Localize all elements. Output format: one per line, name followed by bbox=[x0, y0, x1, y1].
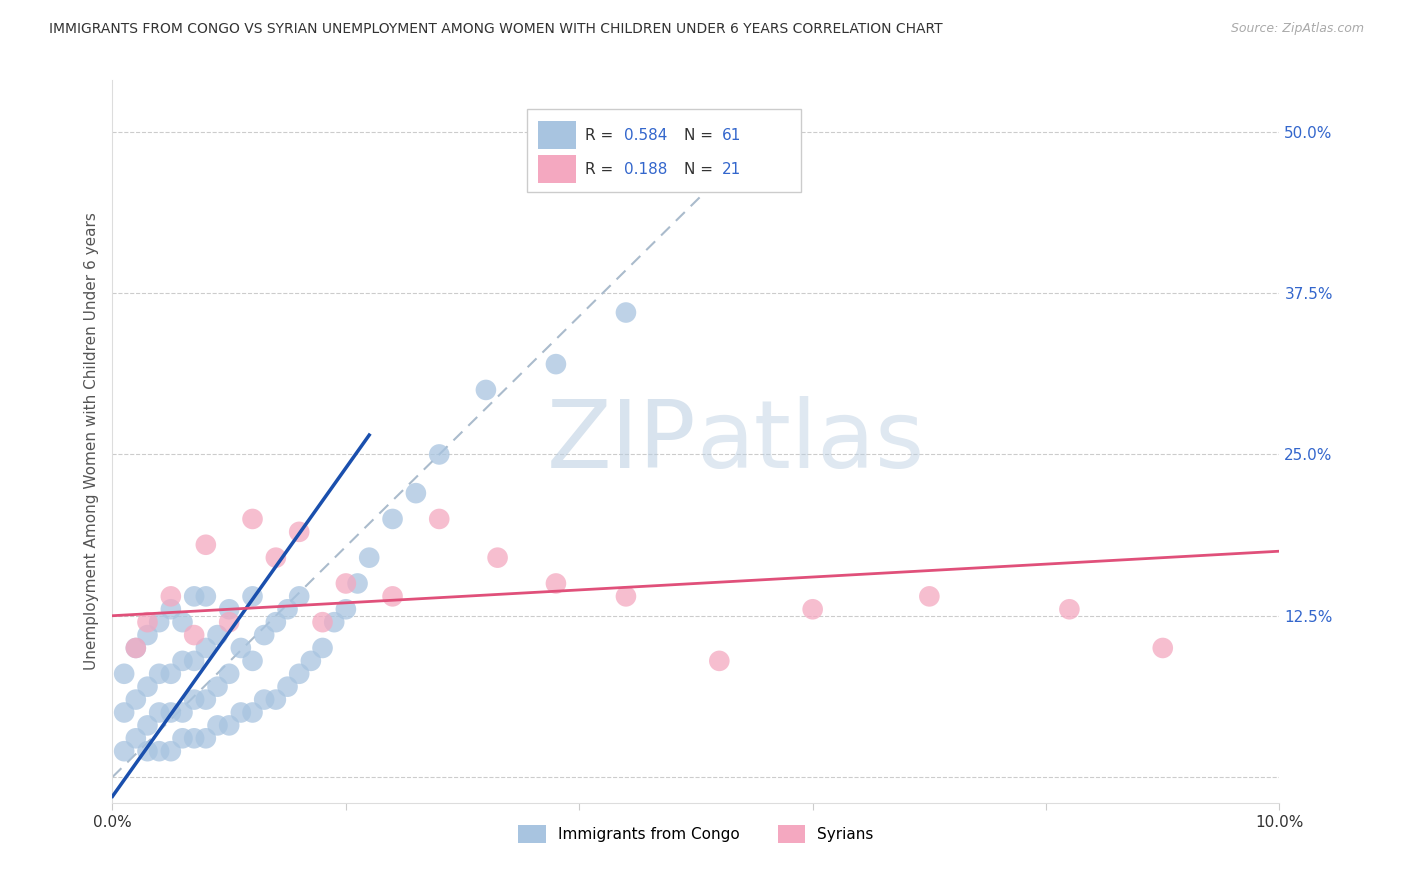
Point bbox=[172, 654, 194, 668]
Text: atlas: atlas bbox=[696, 395, 924, 488]
Point bbox=[614, 590, 637, 604]
Point bbox=[148, 706, 170, 720]
Point bbox=[160, 744, 183, 758]
Point bbox=[207, 628, 229, 642]
Point bbox=[183, 692, 205, 706]
Point bbox=[253, 628, 276, 642]
Point bbox=[242, 654, 264, 668]
Point bbox=[160, 602, 183, 616]
Point bbox=[136, 628, 159, 642]
FancyBboxPatch shape bbox=[538, 121, 576, 149]
Point bbox=[614, 305, 637, 319]
Text: Source: ZipAtlas.com: Source: ZipAtlas.com bbox=[1230, 22, 1364, 36]
Point bbox=[918, 590, 941, 604]
Point bbox=[544, 357, 567, 371]
Point bbox=[112, 666, 135, 681]
Point bbox=[229, 640, 252, 655]
Point bbox=[359, 550, 381, 565]
Point bbox=[136, 718, 159, 732]
Point bbox=[229, 706, 252, 720]
Point bbox=[172, 706, 194, 720]
Text: 21: 21 bbox=[721, 161, 741, 177]
Point bbox=[125, 640, 148, 655]
Point bbox=[1152, 640, 1174, 655]
Point bbox=[1059, 602, 1081, 616]
Point bbox=[148, 615, 170, 630]
Point bbox=[709, 654, 731, 668]
Point bbox=[288, 590, 311, 604]
Point bbox=[136, 744, 159, 758]
Point bbox=[112, 706, 135, 720]
Point bbox=[194, 538, 217, 552]
Point bbox=[335, 576, 357, 591]
Point bbox=[194, 590, 217, 604]
Text: R =: R = bbox=[585, 161, 619, 177]
Point bbox=[801, 602, 824, 616]
Point bbox=[160, 590, 183, 604]
Point bbox=[311, 640, 333, 655]
Point bbox=[148, 666, 170, 681]
Point bbox=[172, 615, 194, 630]
Point bbox=[194, 731, 217, 746]
Point bbox=[381, 590, 404, 604]
Point bbox=[381, 512, 404, 526]
Point bbox=[183, 654, 205, 668]
Point bbox=[136, 680, 159, 694]
Y-axis label: Unemployment Among Women with Children Under 6 years: Unemployment Among Women with Children U… bbox=[83, 212, 98, 671]
Point bbox=[218, 666, 240, 681]
Point bbox=[194, 692, 217, 706]
Point bbox=[276, 680, 298, 694]
Point bbox=[475, 383, 498, 397]
Point bbox=[183, 731, 205, 746]
Point bbox=[242, 512, 264, 526]
Point bbox=[276, 602, 298, 616]
FancyBboxPatch shape bbox=[538, 155, 576, 183]
Text: N =: N = bbox=[685, 128, 718, 143]
Point bbox=[264, 550, 287, 565]
Point bbox=[218, 602, 240, 616]
Point bbox=[160, 706, 183, 720]
Point bbox=[253, 692, 276, 706]
Point bbox=[183, 628, 205, 642]
Point bbox=[112, 744, 135, 758]
Point bbox=[125, 731, 148, 746]
Text: IMMIGRANTS FROM CONGO VS SYRIAN UNEMPLOYMENT AMONG WOMEN WITH CHILDREN UNDER 6 Y: IMMIGRANTS FROM CONGO VS SYRIAN UNEMPLOY… bbox=[49, 22, 943, 37]
Point bbox=[311, 615, 333, 630]
Text: ZIP: ZIP bbox=[547, 395, 696, 488]
Point bbox=[427, 512, 450, 526]
Point bbox=[299, 654, 322, 668]
Point bbox=[125, 640, 148, 655]
Point bbox=[183, 590, 205, 604]
Text: N =: N = bbox=[685, 161, 718, 177]
Point bbox=[323, 615, 346, 630]
Point bbox=[486, 550, 509, 565]
Point bbox=[405, 486, 427, 500]
Point bbox=[346, 576, 368, 591]
Point bbox=[125, 692, 148, 706]
Point bbox=[160, 666, 183, 681]
Text: 0.188: 0.188 bbox=[624, 161, 666, 177]
Point bbox=[207, 718, 229, 732]
Point bbox=[264, 692, 287, 706]
Point bbox=[264, 615, 287, 630]
FancyBboxPatch shape bbox=[527, 109, 801, 193]
Point bbox=[218, 718, 240, 732]
Point bbox=[207, 680, 229, 694]
Point bbox=[242, 590, 264, 604]
Point bbox=[544, 576, 567, 591]
Point bbox=[242, 706, 264, 720]
Point bbox=[136, 615, 159, 630]
Legend: Immigrants from Congo, Syrians: Immigrants from Congo, Syrians bbox=[512, 819, 880, 849]
Text: 0.584: 0.584 bbox=[624, 128, 666, 143]
Point bbox=[335, 602, 357, 616]
Point bbox=[172, 731, 194, 746]
Point bbox=[148, 744, 170, 758]
Point bbox=[218, 615, 240, 630]
Text: 61: 61 bbox=[721, 128, 741, 143]
Point bbox=[288, 666, 311, 681]
Text: R =: R = bbox=[585, 128, 619, 143]
Point bbox=[194, 640, 217, 655]
Point bbox=[288, 524, 311, 539]
Point bbox=[427, 447, 450, 461]
